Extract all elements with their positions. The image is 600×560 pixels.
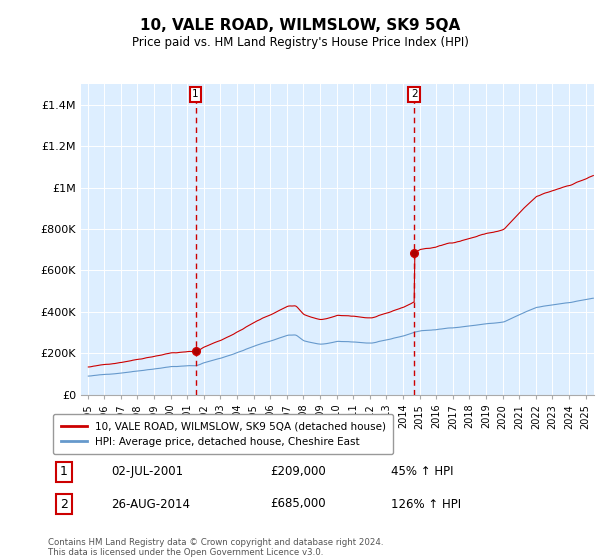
Text: 45% ↑ HPI: 45% ↑ HPI — [391, 465, 454, 478]
Text: 10, VALE ROAD, WILMSLOW, SK9 5QA: 10, VALE ROAD, WILMSLOW, SK9 5QA — [140, 18, 460, 33]
Text: 1: 1 — [192, 89, 199, 99]
Text: £209,000: £209,000 — [270, 465, 326, 478]
Legend: 10, VALE ROAD, WILMSLOW, SK9 5QA (detached house), HPI: Average price, detached : 10, VALE ROAD, WILMSLOW, SK9 5QA (detach… — [53, 414, 393, 454]
Text: 2: 2 — [60, 497, 68, 511]
Text: 02-JUL-2001: 02-JUL-2001 — [112, 465, 184, 478]
Text: 26-AUG-2014: 26-AUG-2014 — [112, 497, 190, 511]
Text: Price paid vs. HM Land Registry's House Price Index (HPI): Price paid vs. HM Land Registry's House … — [131, 36, 469, 49]
Text: 2: 2 — [411, 89, 418, 99]
Text: Contains HM Land Registry data © Crown copyright and database right 2024.
This d: Contains HM Land Registry data © Crown c… — [48, 538, 383, 557]
Text: 1: 1 — [60, 465, 68, 478]
Text: £685,000: £685,000 — [270, 497, 325, 511]
Text: 126% ↑ HPI: 126% ↑ HPI — [391, 497, 461, 511]
